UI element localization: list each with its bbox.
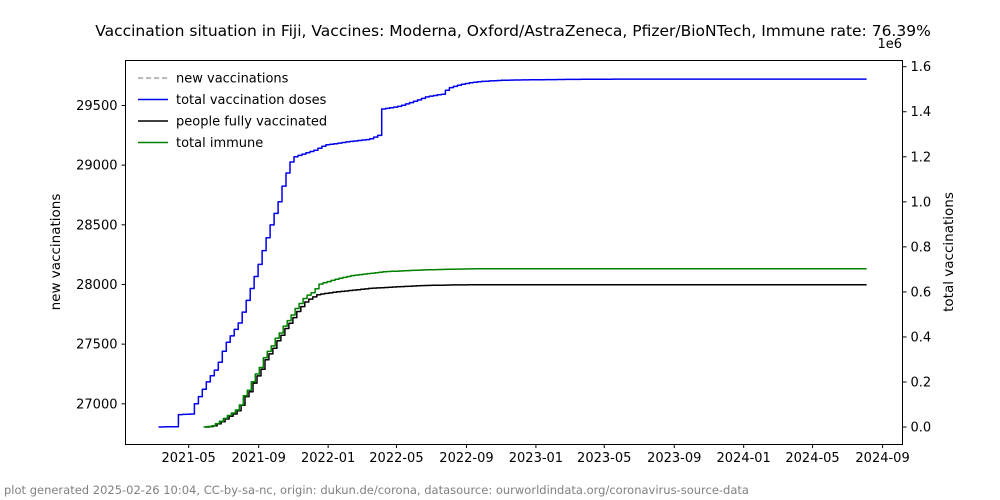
y-left-tick-label: 27500 (76, 338, 117, 353)
x-tick-label: 2023-05 (577, 451, 631, 466)
y-right-tick-label: 1.6 (911, 60, 932, 75)
y-left-tick-label: 27000 (76, 397, 117, 412)
x-tick-label: 2023-09 (647, 451, 701, 466)
y-right-tick-label: 0.6 (911, 285, 932, 300)
x-tick-label: 2024-01 (717, 451, 771, 466)
series-line-total-vaccination-doses (158, 78, 867, 428)
series-line-total-immune (203, 268, 867, 428)
legend-label-people-fully-vaccinated: people fully vaccinated (176, 115, 327, 130)
x-tick-label: 2021-05 (162, 451, 216, 466)
plot-frame (125, 60, 903, 445)
y-left-tick-label: 29500 (76, 99, 117, 114)
series-line-people-fully-vaccinated (205, 284, 867, 428)
y-left-tick-label: 28000 (76, 278, 117, 293)
x-tick-label: 2024-09 (855, 451, 909, 466)
y-right-tick-label: 0.4 (911, 330, 932, 345)
y-right-tick-label: 0.0 (911, 421, 932, 436)
y-left-tick-label: 28500 (76, 218, 117, 233)
legend-label-total-immune: total immune (176, 136, 263, 151)
right-axis-offset-label: 1e6 (877, 37, 902, 52)
x-tick-label: 2022-09 (439, 451, 493, 466)
x-tick-label: 2024-05 (785, 451, 839, 466)
y-right-tick-label: 1.4 (911, 105, 932, 120)
x-tick-label: 2022-01 (301, 451, 355, 466)
legend-label-new-vaccinations: new vaccinations (176, 72, 289, 87)
y-right-tick-label: 1.0 (911, 195, 932, 210)
legend-label-total-vaccination-doses: total vaccination doses (176, 93, 327, 108)
chart-title: Vaccination situation in Fiji, Vaccines:… (95, 22, 931, 40)
x-tick-label: 2022-05 (369, 451, 423, 466)
x-tick-label: 2021-09 (232, 451, 286, 466)
y-right-tick-label: 0.2 (911, 376, 932, 391)
y-left-tick-label: 29000 (76, 159, 117, 174)
attribution-footer: plot generated 2025-02-26 10:04, CC-by-s… (4, 483, 749, 497)
x-tick-label: 2023-01 (509, 451, 563, 466)
y-right-tick-label: 1.2 (911, 150, 932, 165)
y-right-tick-label: 0.8 (911, 240, 932, 255)
